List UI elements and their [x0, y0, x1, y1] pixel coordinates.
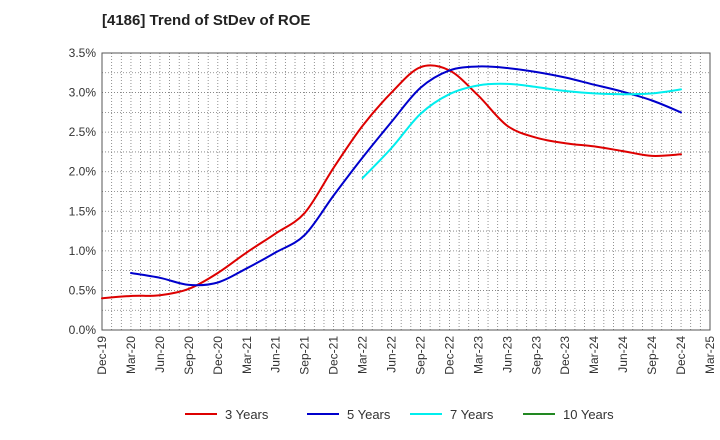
x-tick-label: Mar-24 — [587, 336, 601, 374]
y-axis: 0.0% 0.5% 1.0% 1.5% 2.0% 2.5% 3.0% 3.5% — [69, 46, 97, 337]
x-tick-label: Mar-25 — [703, 336, 717, 374]
x-tick-label: Mar-21 — [240, 336, 254, 374]
x-tick-label: Sep-22 — [413, 336, 427, 375]
y-tick-label: 3.5% — [69, 46, 97, 60]
y-tick-label: 0.0% — [69, 323, 97, 337]
y-tick-label: 0.5% — [69, 283, 97, 297]
x-tick-label: Dec-22 — [442, 336, 456, 375]
x-tick-label: Sep-21 — [298, 336, 312, 375]
y-tick-label: 2.0% — [69, 165, 97, 179]
x-tick-label: Sep-23 — [529, 336, 543, 375]
x-tick-label: Jun-21 — [269, 336, 283, 373]
plot-area-border — [101, 52, 711, 331]
x-tick-label: Dec-19 — [95, 336, 109, 375]
x-tick-label: Jun-22 — [385, 336, 399, 373]
legend-label-3-years: 3 Years — [225, 407, 269, 422]
grid-lines — [102, 53, 710, 330]
x-tick-label: Dec-24 — [674, 336, 688, 375]
x-axis: Dec-19 Mar-20 Jun-20 Sep-20 Dec-20 Mar-21 Jun-… — [95, 336, 717, 375]
x-tick-label: Mar-23 — [471, 336, 485, 374]
x-tick-label: Jun-24 — [616, 336, 630, 373]
series-line-7-years — [361, 82, 682, 179]
y-tick-label: 1.0% — [69, 244, 97, 258]
x-tick-label: Dec-21 — [327, 336, 341, 375]
x-tick-label: Jun-20 — [153, 336, 167, 373]
x-tick-label: Mar-20 — [124, 336, 138, 374]
y-tick-label: 3.0% — [69, 86, 97, 100]
series-line-5-years — [130, 65, 682, 287]
legend: 3 Years 5 Years 7 Years 10 Years — [185, 407, 614, 422]
legend-label-5-years: 5 Years — [347, 407, 391, 422]
chart-title: [4186] Trend of StDev of ROE — [102, 12, 311, 29]
x-tick-label: Dec-23 — [558, 336, 572, 375]
x-tick-label: Jun-23 — [500, 336, 514, 373]
legend-label-7-years: 7 Years — [450, 407, 494, 422]
x-tick-label: Sep-24 — [645, 336, 659, 375]
x-tick-label: Dec-20 — [211, 336, 225, 375]
legend-label-10-years: 10 Years — [563, 407, 614, 422]
series-lines — [101, 64, 682, 300]
x-tick-label: Mar-22 — [356, 336, 370, 374]
y-tick-label: 1.5% — [69, 204, 97, 218]
x-tick-label: Sep-20 — [182, 336, 196, 375]
y-tick-label: 2.5% — [69, 125, 97, 139]
